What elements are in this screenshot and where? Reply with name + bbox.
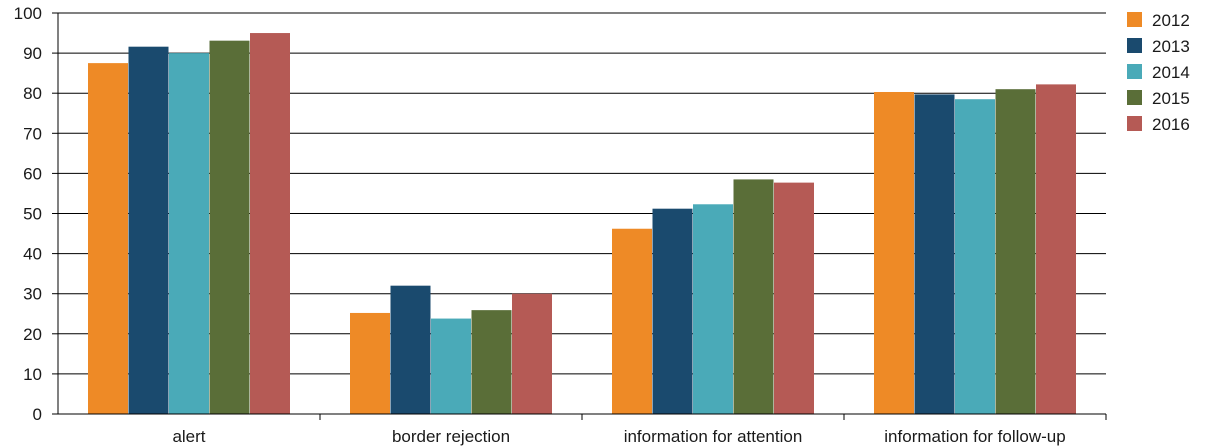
x-category-label: information for attention: [624, 427, 803, 446]
y-tick-label: 70: [23, 124, 42, 143]
bar-2013-3: [914, 94, 955, 414]
x-category-label: alert: [172, 427, 205, 446]
bar-2014-3: [955, 99, 995, 414]
y-tick-label: 80: [23, 84, 42, 103]
x-category-label: information for follow-up: [884, 427, 1065, 446]
bar-2013-2: [652, 208, 693, 414]
bar-2014-0: [169, 53, 209, 414]
legend-swatch-2015: [1127, 90, 1142, 105]
bar-2016-3: [1036, 84, 1076, 415]
bar-2016-0: [250, 33, 290, 415]
y-tick-label: 60: [23, 164, 42, 183]
legend-swatch-2014: [1127, 64, 1142, 79]
legend-label-2016: 2016: [1152, 115, 1190, 134]
bars: [88, 33, 1076, 415]
bar-2014-1: [431, 318, 471, 414]
legend-swatch-2012: [1127, 12, 1142, 27]
bar-2015-0: [209, 40, 250, 414]
x-category-label: border rejection: [392, 427, 510, 446]
bar-2012-2: [612, 228, 652, 414]
y-tick-label: 50: [23, 205, 42, 224]
y-tick-label: 100: [14, 4, 42, 23]
bar-2015-1: [471, 310, 512, 414]
y-tick-label: 30: [23, 285, 42, 304]
axes: 0 10 20 30 40 50 60 70 80 90 100 alert border reject…: [14, 4, 1107, 446]
legend-swatch-2013: [1127, 38, 1142, 53]
bar-2015-3: [995, 89, 1036, 414]
y-tick-label: 0: [33, 405, 42, 424]
bar-2014-2: [693, 204, 733, 414]
bar-2012-1: [350, 312, 390, 414]
legend-label-2013: 2013: [1152, 37, 1190, 56]
legend: 2012 2013 2014 2015 2016: [1127, 11, 1190, 134]
y-tick-label: 90: [23, 44, 42, 63]
legend-label-2015: 2015: [1152, 89, 1190, 108]
y-tick-label: 20: [23, 325, 42, 344]
bar-2016-2: [774, 182, 814, 414]
bar-2015-2: [733, 179, 774, 414]
bar-2012-3: [874, 91, 914, 414]
bar-2013-1: [390, 285, 431, 414]
legend-label-2014: 2014: [1152, 63, 1190, 82]
y-tick-label: 40: [23, 245, 42, 264]
legend-swatch-2016: [1127, 116, 1142, 131]
bar-2013-0: [128, 46, 169, 415]
legend-label-2012: 2012: [1152, 11, 1190, 30]
y-tick-label: 10: [23, 365, 42, 384]
bar-2016-1: [512, 293, 552, 414]
bar-2012-0: [88, 63, 128, 414]
